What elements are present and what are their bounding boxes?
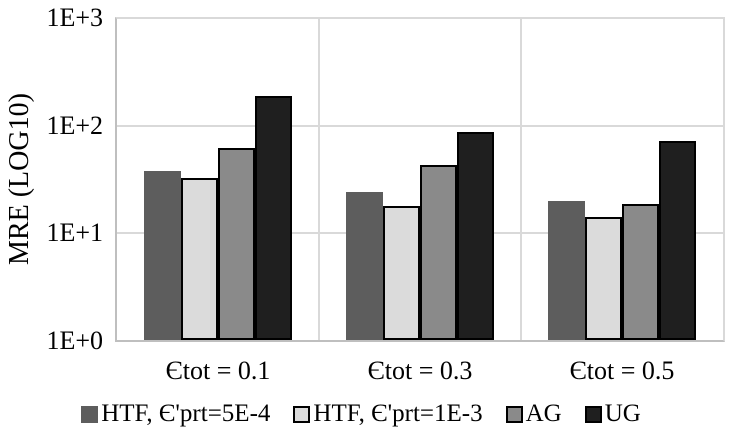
bar-group	[521, 141, 723, 340]
bar	[181, 177, 218, 340]
bar	[585, 217, 622, 340]
y-axis-tick-label: 1E+2	[46, 110, 103, 140]
legend-swatch-icon	[505, 405, 523, 423]
x-axis-label: Єtot = 0.1	[165, 356, 271, 385]
bar	[457, 131, 494, 340]
legend-label: AG	[525, 400, 562, 427]
horizontal-gridline	[117, 125, 723, 127]
bar	[420, 165, 457, 340]
x-axis-label: Єtot = 0.3	[367, 356, 473, 385]
x-axis-label: Єtot = 0.5	[569, 356, 675, 385]
vertical-gridline	[520, 19, 522, 340]
legend-item: AG	[505, 400, 562, 428]
bar	[144, 171, 181, 340]
y-axis-tick-label: 1E+3	[46, 3, 103, 32]
bar	[659, 141, 696, 340]
legend-item: UG	[584, 400, 641, 428]
bar-group	[117, 96, 319, 340]
y-axis-tick-label: 1E+0	[46, 326, 103, 355]
y-axis-tick-label: 1E+1	[46, 218, 103, 248]
bar	[548, 200, 585, 340]
legend-label: HTF, Є'prt=1E-3	[313, 400, 483, 427]
legend-label: HTF, Є'prt=5E-4	[101, 400, 271, 427]
vertical-gridline	[318, 19, 320, 340]
bar	[255, 96, 292, 340]
bar	[218, 147, 255, 340]
bar	[383, 205, 420, 340]
plot-area	[115, 17, 725, 342]
bar	[622, 204, 659, 340]
legend-label: UG	[604, 400, 641, 427]
legend-swatch-icon	[584, 405, 602, 423]
bar-group	[319, 131, 521, 340]
legend-swatch-icon	[293, 405, 311, 423]
legend-item: HTF, Є'prt=5E-4	[81, 400, 270, 428]
bar	[346, 192, 383, 340]
legend-swatch-icon	[81, 405, 99, 423]
legend: HTF, Є'prt=5E-4 HTF, Є'prt=1E-3 AG UG	[0, 400, 736, 428]
legend-item: HTF, Є'prt=1E-3	[293, 400, 483, 428]
